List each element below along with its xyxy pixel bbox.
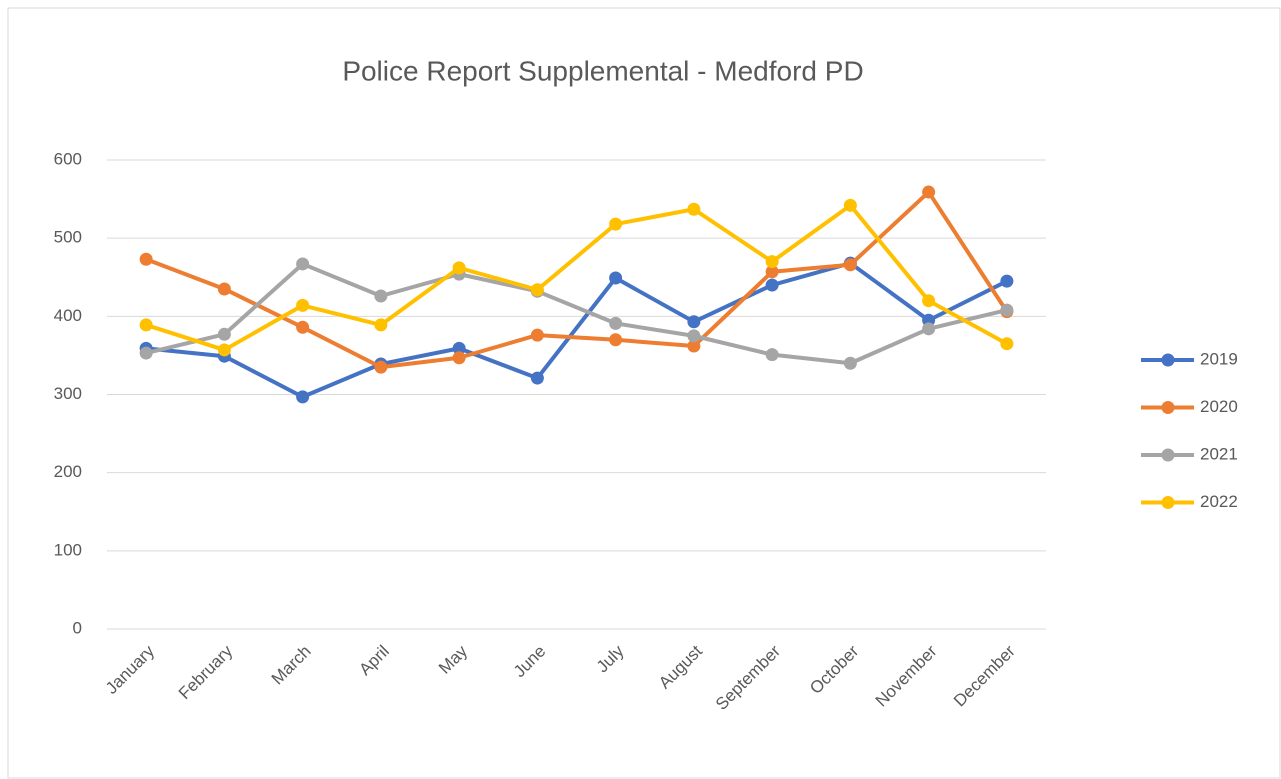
legend-marker xyxy=(1161,496,1175,509)
legend-marker xyxy=(1161,448,1175,462)
y-tick-label: 600 xyxy=(54,149,82,168)
data-point xyxy=(374,289,388,303)
data-point xyxy=(922,185,936,199)
data-point xyxy=(609,333,623,347)
data-point xyxy=(374,360,388,374)
data-point xyxy=(687,329,701,343)
y-tick-label: 0 xyxy=(73,618,82,637)
data-point xyxy=(139,252,153,266)
data-point xyxy=(687,315,701,329)
data-point xyxy=(765,278,779,292)
data-point xyxy=(296,390,310,404)
series-line xyxy=(145,203,1008,352)
data-point xyxy=(1000,337,1014,351)
data-point xyxy=(843,258,857,272)
legend-label: 2019 xyxy=(1200,349,1238,368)
y-tick-label: 100 xyxy=(54,540,82,559)
data-point xyxy=(1000,274,1014,288)
data-point xyxy=(452,261,466,275)
data-point xyxy=(296,257,310,271)
data-point xyxy=(296,320,310,334)
data-point xyxy=(843,198,857,212)
y-tick-label: 200 xyxy=(54,462,82,481)
data-point xyxy=(217,343,231,357)
data-point xyxy=(530,328,544,342)
data-point xyxy=(765,265,779,279)
data-point xyxy=(687,202,701,216)
data-point xyxy=(530,371,544,385)
series-line xyxy=(145,261,1008,399)
legend-label: 2022 xyxy=(1200,492,1238,511)
data-point xyxy=(609,217,623,231)
data-point xyxy=(765,255,779,269)
data-point xyxy=(374,318,388,332)
data-point xyxy=(296,298,310,312)
chart-border xyxy=(7,7,1281,779)
data-point xyxy=(609,271,623,285)
series-line xyxy=(145,261,1008,366)
y-tick-label: 500 xyxy=(54,228,82,247)
y-tick-label: 400 xyxy=(54,306,82,325)
data-point xyxy=(217,282,231,296)
data-point xyxy=(217,327,231,341)
data-point xyxy=(1000,303,1014,317)
data-point xyxy=(765,348,779,362)
data-point xyxy=(687,339,701,353)
data-point xyxy=(452,341,466,355)
data-point xyxy=(139,318,153,332)
y-tick-label: 300 xyxy=(54,384,82,403)
legend-marker xyxy=(1161,353,1175,367)
data-point xyxy=(922,322,936,336)
data-point xyxy=(843,356,857,370)
data-point xyxy=(452,351,466,365)
chart-title: Police Report Supplemental - Medford PD xyxy=(342,55,863,86)
legend-label: 2021 xyxy=(1200,444,1238,463)
data-point xyxy=(530,283,544,297)
series-line xyxy=(145,190,1009,370)
data-point xyxy=(609,316,623,330)
legend-marker xyxy=(1161,401,1175,414)
legend-label: 2020 xyxy=(1200,397,1238,416)
data-point xyxy=(139,346,153,360)
data-point xyxy=(922,294,936,308)
